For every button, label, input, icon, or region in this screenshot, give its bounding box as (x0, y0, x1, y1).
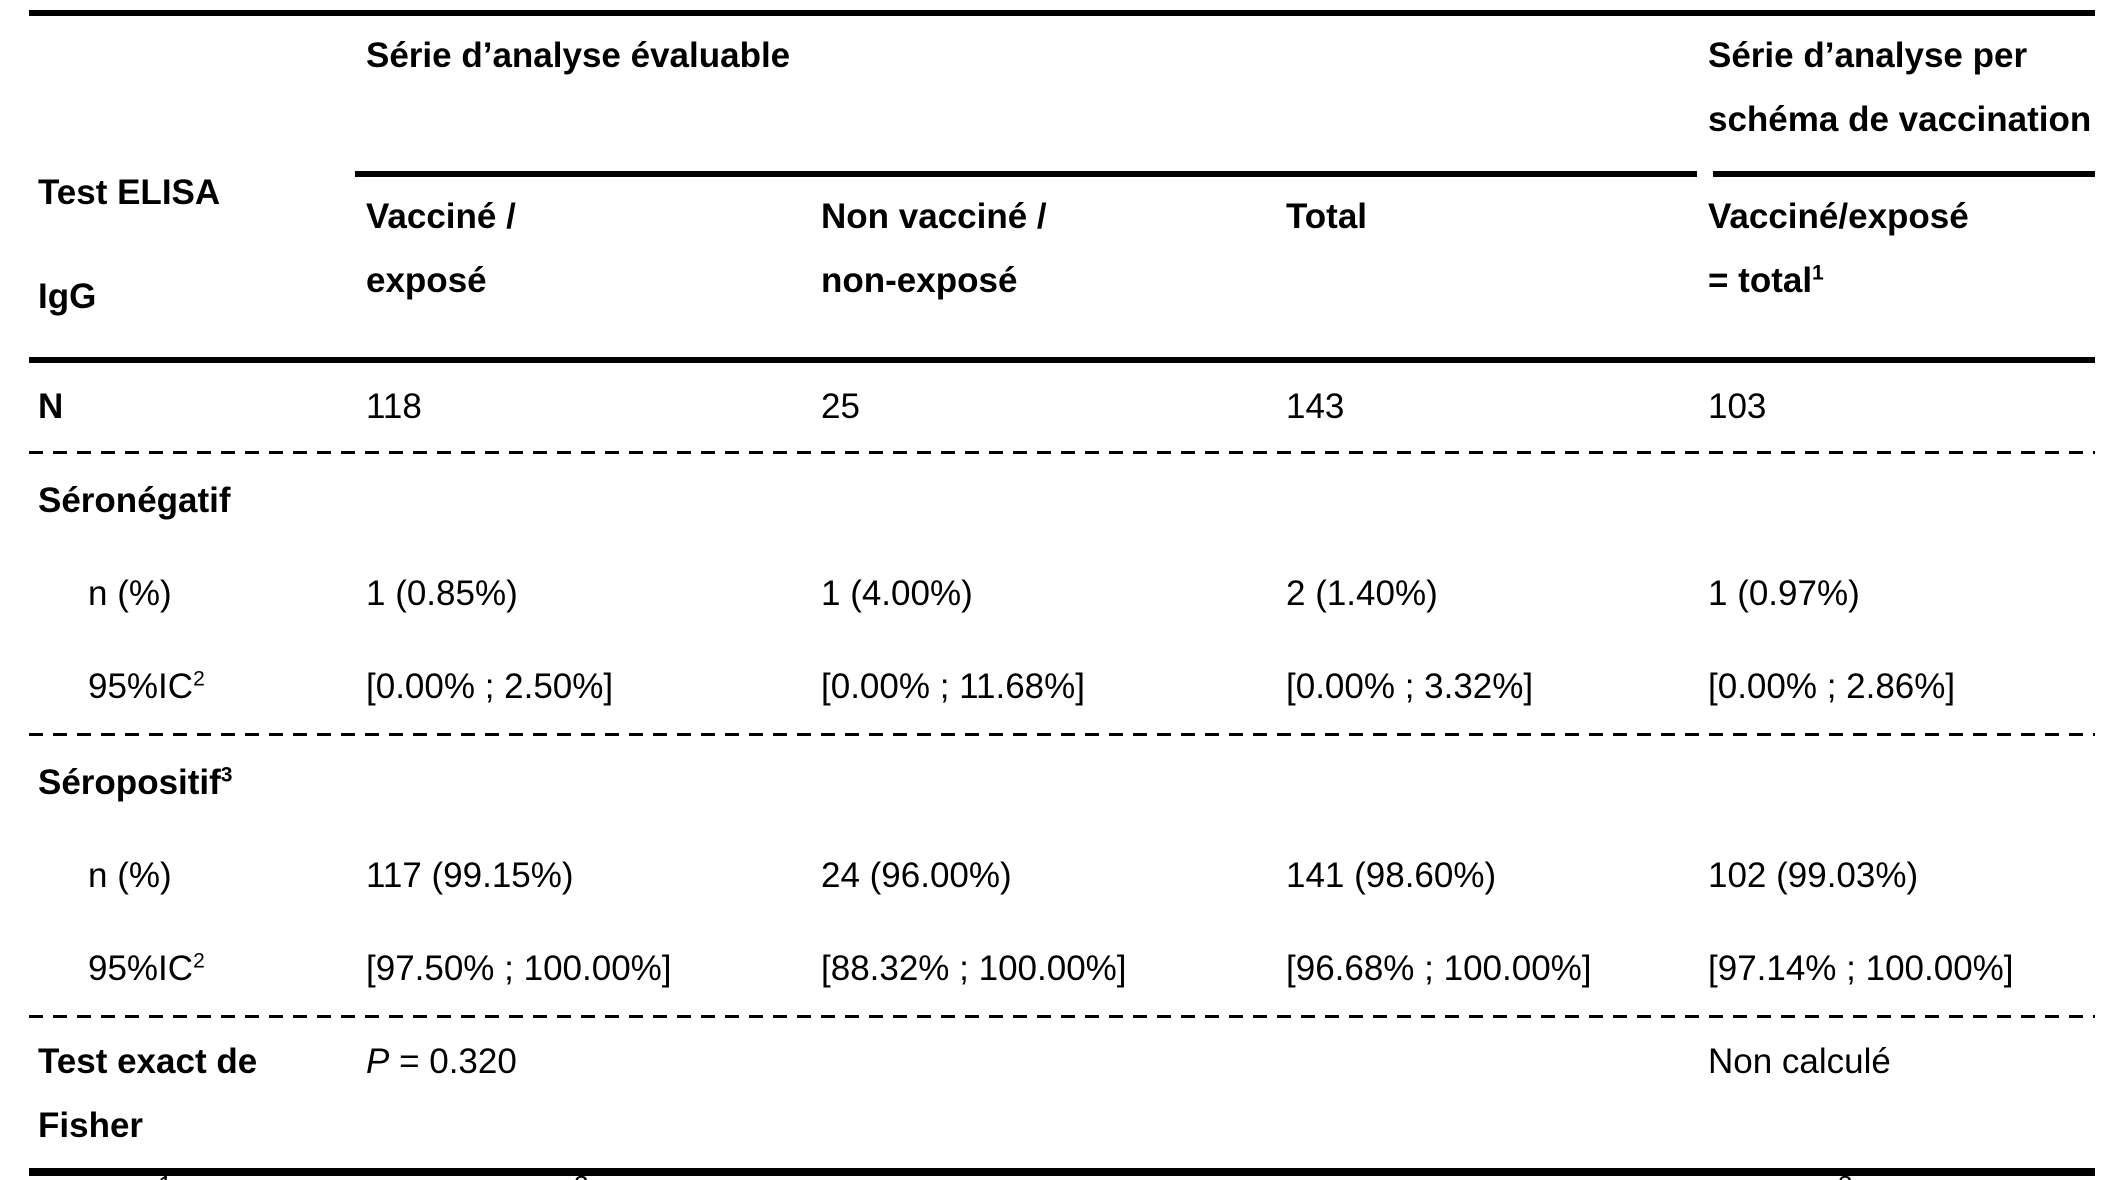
row-seroneg-n-label: n (%) (88, 573, 172, 613)
section-seropositif-label: Séropositif3 (38, 762, 233, 802)
group-header-serie-per-schema: Série d’analyse per schéma de vaccinatio… (1708, 36, 2092, 139)
row-seropos-n-value-non-vaccine: 24 (96.00%) (821, 855, 1012, 895)
footnote-ref-1: 1 (1812, 261, 1824, 285)
elisa-results-table: Test ELISA IgG Série d’analyse évaluable… (29, 10, 2095, 1176)
row-fisher-not-calculated: Non calculé (1708, 1042, 1891, 1081)
row-seropos-n-value-vaccine-total: 102 (99.03%) (1708, 855, 1919, 895)
col-header-igg: IgG (38, 277, 97, 316)
footnote-ref-2: 2 (193, 666, 205, 690)
footnote-marker-2: 2 (574, 1174, 588, 1180)
row-fisher-p-value: P = 0.320 (366, 1042, 517, 1081)
row-seropos-ic-value-non-vaccine: [88.32% ; 100.00%] (821, 948, 1127, 988)
row-fisher-label: Test exact de Fisher (38, 1042, 258, 1145)
group-rule-evaluable (355, 171, 1697, 177)
section-divider (29, 1015, 2095, 1018)
row-seroneg-n-value-vaccine: 1 (0.85%) (366, 573, 518, 613)
footnote-ref-2: 2 (193, 948, 205, 972)
row-n-label: N (38, 387, 64, 426)
section-divider (29, 451, 2095, 454)
row-n-value-vaccine-total: 103 (1708, 387, 1767, 426)
col-header-vaccine-expose: Vacciné / exposé (366, 197, 516, 300)
col-header-test-elisa: Test ELISA (38, 173, 221, 212)
footnote-ref-3: 3 (220, 762, 233, 786)
row-seroneg-n-value-vaccine-total: 1 (0.97%) (1708, 573, 1860, 613)
row-seroneg-n-value-non-vaccine: 1 (4.00%) (821, 573, 973, 613)
row-n-value-vaccine: 118 (366, 387, 422, 426)
row-seroneg-ic-value-vaccine-total: [0.00% ; 2.86%] (1708, 666, 1956, 706)
row-seropos-ic-value-total: [96.68% ; 100.00%] (1286, 948, 1592, 988)
footnote-line-clipped: 1 2 3 (0, 1174, 2124, 1180)
section-divider (29, 733, 2095, 736)
table-bottom-rule (29, 1168, 2095, 1176)
row-seropos-ic-label: 95%IC2 (88, 948, 205, 988)
row-seroneg-ic-label: 95%IC2 (88, 666, 205, 706)
row-seropos-ic-value-vaccine: [97.50% ; 100.00%] (366, 948, 672, 988)
table-top-rule (29, 10, 2095, 16)
section-seronegatif-label: Séronégatif (38, 480, 231, 520)
row-seropos-n-value-vaccine: 117 (99.15%) (366, 855, 574, 895)
col-header-test-elisa-igg: Test ELISA IgG (29, 16, 355, 357)
col-header-total: Total (1286, 197, 1368, 236)
row-seropos-ic-value-vaccine-total: [97.14% ; 100.00%] (1708, 948, 2014, 988)
p-symbol: P (366, 1042, 390, 1081)
col-header-vaccine-total: Vacciné/exposé = total1 (1708, 197, 1969, 300)
footnote-marker-1: 1 (158, 1174, 172, 1180)
row-seropos-n-label: n (%) (88, 855, 172, 895)
row-seroneg-n-value-total: 2 (1.40%) (1286, 573, 1438, 613)
row-seropos-n-value-total: 141 (98.60%) (1286, 855, 1497, 895)
row-seroneg-ic-value-total: [0.00% ; 3.32%] (1286, 666, 1534, 706)
group-rule-per-schema (1713, 171, 2095, 177)
col-header-non-vaccine: Non vacciné / non-exposé (821, 197, 1047, 300)
group-header-serie-evaluable: Série d’analyse évaluable (366, 36, 791, 75)
row-seroneg-ic-value-vaccine: [0.00% ; 2.50%] (366, 666, 614, 706)
row-seroneg-ic-value-non-vaccine: [0.00% ; 11.68%] (821, 666, 1085, 706)
footnote-marker-3: 3 (1838, 1174, 1852, 1180)
header-bottom-rule (29, 357, 2095, 363)
row-n-value-non-vaccine: 25 (821, 387, 860, 426)
row-n-value-total: 143 (1286, 387, 1345, 426)
